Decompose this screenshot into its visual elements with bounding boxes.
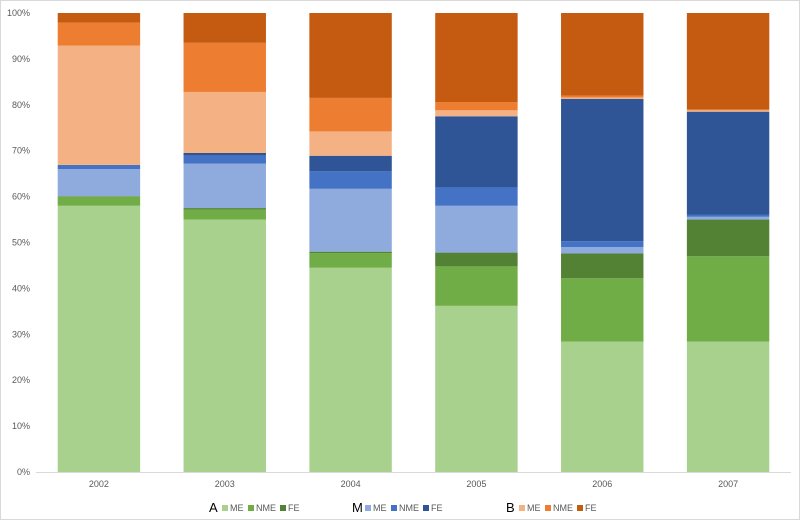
bar-segment-b-nme-2004 — [309, 98, 391, 132]
bar-segment-m-nme-2007 — [687, 215, 769, 217]
bar-segment-a-fe-2006 — [561, 254, 643, 279]
x-axis: 2002 2003 2004 2005 2006 2007 — [36, 473, 791, 490]
legend-swatch — [577, 505, 583, 511]
bar-segment-b-nme-2003 — [184, 43, 266, 92]
bar-segment-b-me-2005 — [435, 110, 517, 116]
bar-segment-m-me-2003 — [184, 164, 266, 209]
bar-segment-m-fe-2003 — [184, 153, 266, 156]
x-tick-label: 2005 — [466, 479, 486, 489]
bar-segment-a-me-2002 — [58, 206, 140, 472]
legend-entry-label: NME — [399, 503, 419, 513]
x-tick-label: 2002 — [89, 479, 109, 489]
legend-swatch — [365, 505, 371, 511]
y-tick-label: 90% — [12, 54, 30, 64]
bar-segment-a-nme-2004 — [309, 253, 391, 268]
bar-segment-a-nme-2003 — [184, 209, 266, 219]
legend-swatch — [391, 505, 397, 511]
bar-segment-m-me-2004 — [309, 189, 391, 252]
bar-segment-a-fe-2007 — [687, 220, 769, 257]
bar-segment-b-me-2004 — [309, 131, 391, 155]
y-tick-label: 10% — [12, 421, 30, 431]
legend-entry-label: NME — [256, 503, 276, 513]
bar-segment-m-nme-2004 — [309, 171, 391, 188]
legend-group-label: M — [352, 500, 363, 515]
y-tick-label: 80% — [12, 100, 30, 110]
legend: A ME NME FE M ME NME FE B ME NME FE — [209, 500, 597, 515]
bar-segment-b-me-2006 — [561, 97, 643, 98]
bar-segment-b-me-2002 — [58, 46, 140, 165]
bar-segment-b-fe-2006 — [561, 13, 643, 96]
bar-segment-m-me-2007 — [687, 217, 769, 220]
bar-segment-m-nme-2005 — [435, 187, 517, 205]
bar-segment-b-nme-2007 — [687, 109, 769, 110]
legend-swatch — [519, 505, 525, 511]
bar-segment-m-me-2002 — [58, 169, 140, 196]
bars — [58, 13, 770, 472]
bar-segment-a-me-2006 — [561, 342, 643, 472]
y-tick-label: 40% — [12, 283, 30, 293]
x-tick-label: 2007 — [718, 479, 738, 489]
legend-swatch — [280, 505, 286, 511]
bar-segment-b-fe-2003 — [184, 13, 266, 43]
bar-segment-a-me-2003 — [184, 220, 266, 472]
legend-group-label: A — [209, 500, 218, 515]
legend-entry-label: NME — [553, 503, 573, 513]
bar-segment-b-fe-2005 — [435, 13, 517, 102]
bar-segment-m-nme-2002 — [58, 165, 140, 169]
bar-segment-a-nme-2002 — [58, 197, 140, 206]
legend-entry-label: ME — [373, 503, 387, 513]
bar-segment-b-fe-2007 — [687, 13, 769, 109]
bar-segment-a-fe-2004 — [309, 252, 391, 253]
legend-entry-label: FE — [585, 503, 597, 513]
bar-segment-a-me-2004 — [309, 268, 391, 472]
bar-segment-m-nme-2003 — [184, 156, 266, 164]
legend-entry-label: FE — [288, 503, 300, 513]
legend-swatch — [222, 505, 228, 511]
y-tick-label: 100% — [7, 8, 30, 18]
x-tick-label: 2006 — [592, 479, 612, 489]
bar-segment-a-nme-2007 — [687, 256, 769, 341]
bar-segment-b-nme-2002 — [58, 23, 140, 46]
bar-segment-b-me-2007 — [687, 110, 769, 111]
legend-swatch — [423, 505, 429, 511]
bar-segment-a-nme-2005 — [435, 266, 517, 305]
bar-segment-m-fe-2006 — [561, 99, 643, 241]
y-tick-label: 30% — [12, 329, 30, 339]
bar-segment-b-nme-2005 — [435, 102, 517, 110]
bar-segment-m-me-2006 — [561, 247, 643, 253]
legend-swatch — [248, 505, 254, 511]
bar-segment-a-me-2007 — [687, 342, 769, 472]
bar-segment-m-me-2005 — [435, 206, 517, 253]
bar-segment-a-fe-2003 — [184, 208, 266, 209]
x-tick-label: 2004 — [341, 479, 361, 489]
bar-segment-a-nme-2006 — [561, 278, 643, 341]
bar-segment-a-me-2005 — [435, 306, 517, 472]
y-tick-label: 0% — [17, 467, 30, 477]
bar-segment-m-fe-2004 — [309, 156, 391, 172]
y-tick-label: 60% — [12, 192, 30, 202]
bar-segment-b-fe-2002 — [58, 13, 140, 23]
legend-entry-label: ME — [527, 503, 541, 513]
bar-segment-b-fe-2004 — [309, 13, 391, 98]
legend-entry-label: ME — [230, 503, 244, 513]
y-axis: 0% 10% 20% 30% 40% 50% 60% 70% 80% 90% 100% — [7, 8, 30, 477]
bar-segment-b-me-2003 — [184, 92, 266, 153]
bar-segment-m-fe-2007 — [687, 112, 769, 215]
legend-swatch — [545, 505, 551, 511]
y-tick-label: 70% — [12, 146, 30, 156]
x-tick-label: 2003 — [215, 479, 235, 489]
bar-segment-b-nme-2006 — [561, 96, 643, 98]
y-tick-label: 20% — [12, 375, 30, 385]
bar-segment-m-fe-2005 — [435, 116, 517, 187]
legend-group-label: B — [506, 500, 515, 515]
bar-segment-a-fe-2005 — [435, 253, 517, 267]
y-tick-label: 50% — [12, 238, 30, 248]
bar-segment-m-nme-2006 — [561, 241, 643, 247]
legend-entry-label: FE — [431, 503, 443, 513]
